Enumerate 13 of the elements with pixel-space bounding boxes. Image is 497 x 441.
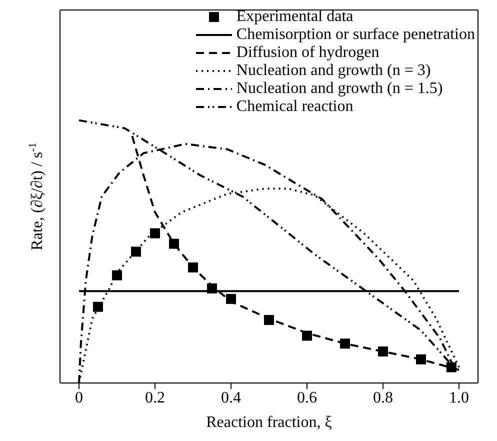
- legend-label: Experimental data: [236, 8, 354, 26]
- x-tick-label: 0.4: [221, 389, 241, 406]
- legend-label: Nucleation and growth (n = 1.5): [236, 80, 443, 98]
- legend-label: Nucleation and growth (n = 3): [236, 62, 431, 80]
- x-tick-label: 0: [75, 389, 83, 406]
- x-tick-label: 0.8: [373, 389, 393, 406]
- x-tick-label: 1.0: [449, 389, 469, 406]
- x-tick-label: 0.2: [145, 389, 165, 406]
- legend-label: Chemisorption or surface penetration: [236, 26, 475, 44]
- x-axis-title: Reaction fraction, ξ: [206, 414, 332, 431]
- x-tick-label: 0.6: [297, 389, 317, 406]
- legend-label: Diffusion of hydrogen: [236, 44, 380, 62]
- legend-label: Chemical reaction: [236, 98, 354, 116]
